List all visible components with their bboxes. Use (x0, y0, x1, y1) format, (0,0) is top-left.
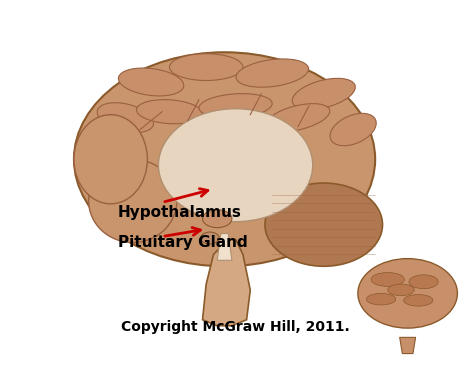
Ellipse shape (236, 59, 309, 87)
Ellipse shape (199, 94, 272, 118)
Ellipse shape (74, 52, 375, 266)
Ellipse shape (74, 115, 147, 204)
Ellipse shape (89, 159, 177, 242)
Polygon shape (217, 234, 232, 260)
Ellipse shape (97, 103, 154, 133)
Ellipse shape (265, 183, 383, 266)
Ellipse shape (292, 78, 356, 109)
Ellipse shape (266, 104, 330, 132)
Ellipse shape (371, 273, 404, 286)
Ellipse shape (366, 293, 396, 305)
Polygon shape (400, 337, 416, 354)
Ellipse shape (202, 210, 232, 228)
Ellipse shape (409, 275, 438, 289)
Text: Hypothalamus: Hypothalamus (118, 205, 242, 220)
Ellipse shape (404, 295, 433, 306)
Ellipse shape (358, 259, 457, 328)
Polygon shape (202, 239, 250, 326)
Ellipse shape (388, 284, 414, 296)
Text: Pituitary Gland: Pituitary Gland (118, 235, 248, 250)
Ellipse shape (330, 113, 376, 146)
Text: Copyright McGraw Hill, 2011.: Copyright McGraw Hill, 2011. (121, 320, 350, 334)
Ellipse shape (201, 232, 219, 244)
Ellipse shape (137, 100, 202, 124)
Ellipse shape (170, 54, 243, 81)
Ellipse shape (158, 109, 313, 222)
Ellipse shape (118, 68, 184, 96)
